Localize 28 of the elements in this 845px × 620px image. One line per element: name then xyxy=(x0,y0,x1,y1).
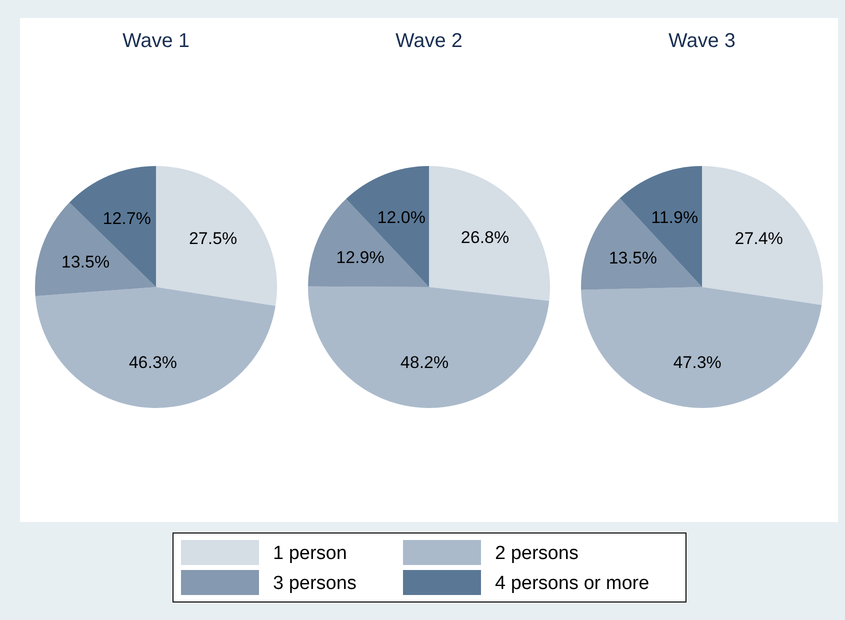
legend-label: 2 persons xyxy=(495,543,578,564)
data-label: 27.4% xyxy=(734,229,783,248)
chart-title: Wave 2 xyxy=(395,30,463,52)
data-label: 27.5% xyxy=(188,229,238,248)
data-label: 12.7% xyxy=(102,208,151,228)
pie-slice xyxy=(35,202,156,296)
legend-label: 1 person xyxy=(273,543,347,564)
pie-slice xyxy=(156,166,277,306)
data-label: 26.8% xyxy=(460,228,510,248)
pie-slice xyxy=(581,198,702,290)
legend-label: 4 persons or more xyxy=(495,573,650,594)
data-label: 13.5% xyxy=(608,248,658,268)
pie-slice xyxy=(308,198,429,287)
pie-slice xyxy=(35,287,276,408)
data-label: 13.5% xyxy=(61,252,110,272)
chart-title: Wave 1 xyxy=(122,30,190,52)
legend-label: 3 persons xyxy=(273,573,356,594)
pie-slice xyxy=(581,287,822,408)
data-label: 46.3% xyxy=(128,352,178,372)
data-label: 47.3% xyxy=(673,352,722,372)
pie-slice xyxy=(702,166,823,305)
pie-slice xyxy=(308,286,550,408)
data-label: 12.9% xyxy=(336,248,384,268)
data-label: 11.9% xyxy=(651,208,698,228)
data-label: 48.2% xyxy=(400,352,449,372)
pie-slice xyxy=(429,166,550,301)
chart-title: Wave 3 xyxy=(668,30,736,52)
data-label: 12.0% xyxy=(377,208,426,228)
